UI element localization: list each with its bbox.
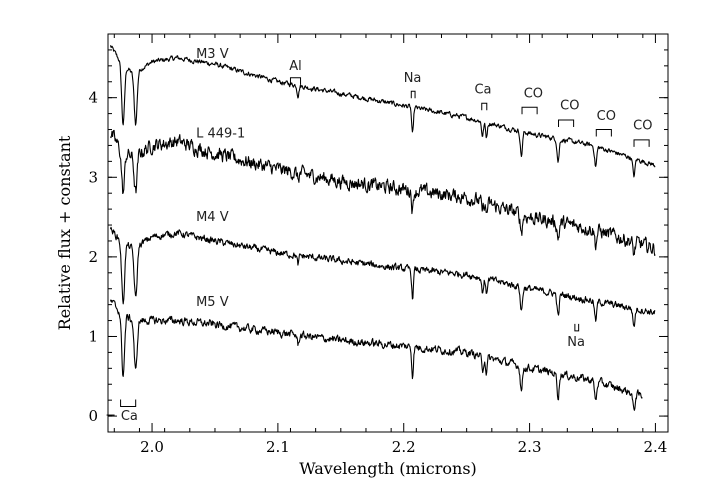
feature-bracket bbox=[289, 77, 302, 85]
feature-bracket bbox=[120, 399, 137, 408]
feature-bracket bbox=[558, 119, 575, 127]
series-label: M5 V bbox=[196, 295, 229, 310]
line-annotations: Al Na Ca CO CO CO CO Na Ca bbox=[106, 59, 652, 424]
feature-bracket bbox=[595, 129, 612, 137]
series-label: L 449-1 bbox=[196, 126, 245, 141]
x-axis-title: Wavelength (microns) bbox=[299, 459, 477, 478]
feature-label: CO bbox=[597, 109, 616, 124]
feature-bracket bbox=[521, 106, 538, 115]
spectra-lines: M3 V L 449-1 M4 V M5 V bbox=[109, 45, 656, 411]
y-tick-label: 0 bbox=[88, 407, 98, 425]
spectrum-line bbox=[109, 299, 643, 411]
feature-label: CO bbox=[633, 119, 652, 134]
x-tick-label: 2.3 bbox=[518, 438, 542, 456]
feature-bracket bbox=[481, 102, 488, 111]
x-tick-label: 2.4 bbox=[643, 438, 667, 456]
spectrum-line bbox=[110, 129, 656, 256]
feature-label: Ca bbox=[121, 409, 138, 424]
feature-bracket bbox=[410, 90, 416, 99]
feature-bracket bbox=[574, 323, 580, 332]
y-tick-label: 4 bbox=[88, 89, 98, 107]
x-tick-label: 2.2 bbox=[392, 438, 416, 456]
feature-label: Na bbox=[404, 71, 422, 86]
feature-label: CO bbox=[524, 87, 543, 102]
series-label: M3 V bbox=[196, 47, 229, 62]
feature-bracket bbox=[633, 139, 650, 147]
feature-label: Ca bbox=[474, 83, 491, 98]
feature-label: Al bbox=[289, 59, 302, 74]
spectrum-line bbox=[109, 226, 656, 327]
y-tick-label: 1 bbox=[88, 327, 98, 345]
feature-label: Na bbox=[567, 335, 585, 350]
plot-frame bbox=[107, 33, 669, 433]
feature-label: CO bbox=[560, 99, 579, 114]
x-tick-label: 2.1 bbox=[266, 438, 290, 456]
x-tick-label: 2.0 bbox=[140, 438, 164, 456]
y-axis-title: Relative flux + constant bbox=[55, 135, 74, 330]
plot-axes: 2.0 2.1 2.2 2.3 2.4 0 1 2 3 4 bbox=[88, 33, 669, 456]
y-tick-label: 2 bbox=[88, 248, 98, 266]
y-tick-label: 3 bbox=[88, 168, 98, 186]
spectrum-line bbox=[109, 45, 656, 178]
series-label: M4 V bbox=[196, 210, 229, 225]
